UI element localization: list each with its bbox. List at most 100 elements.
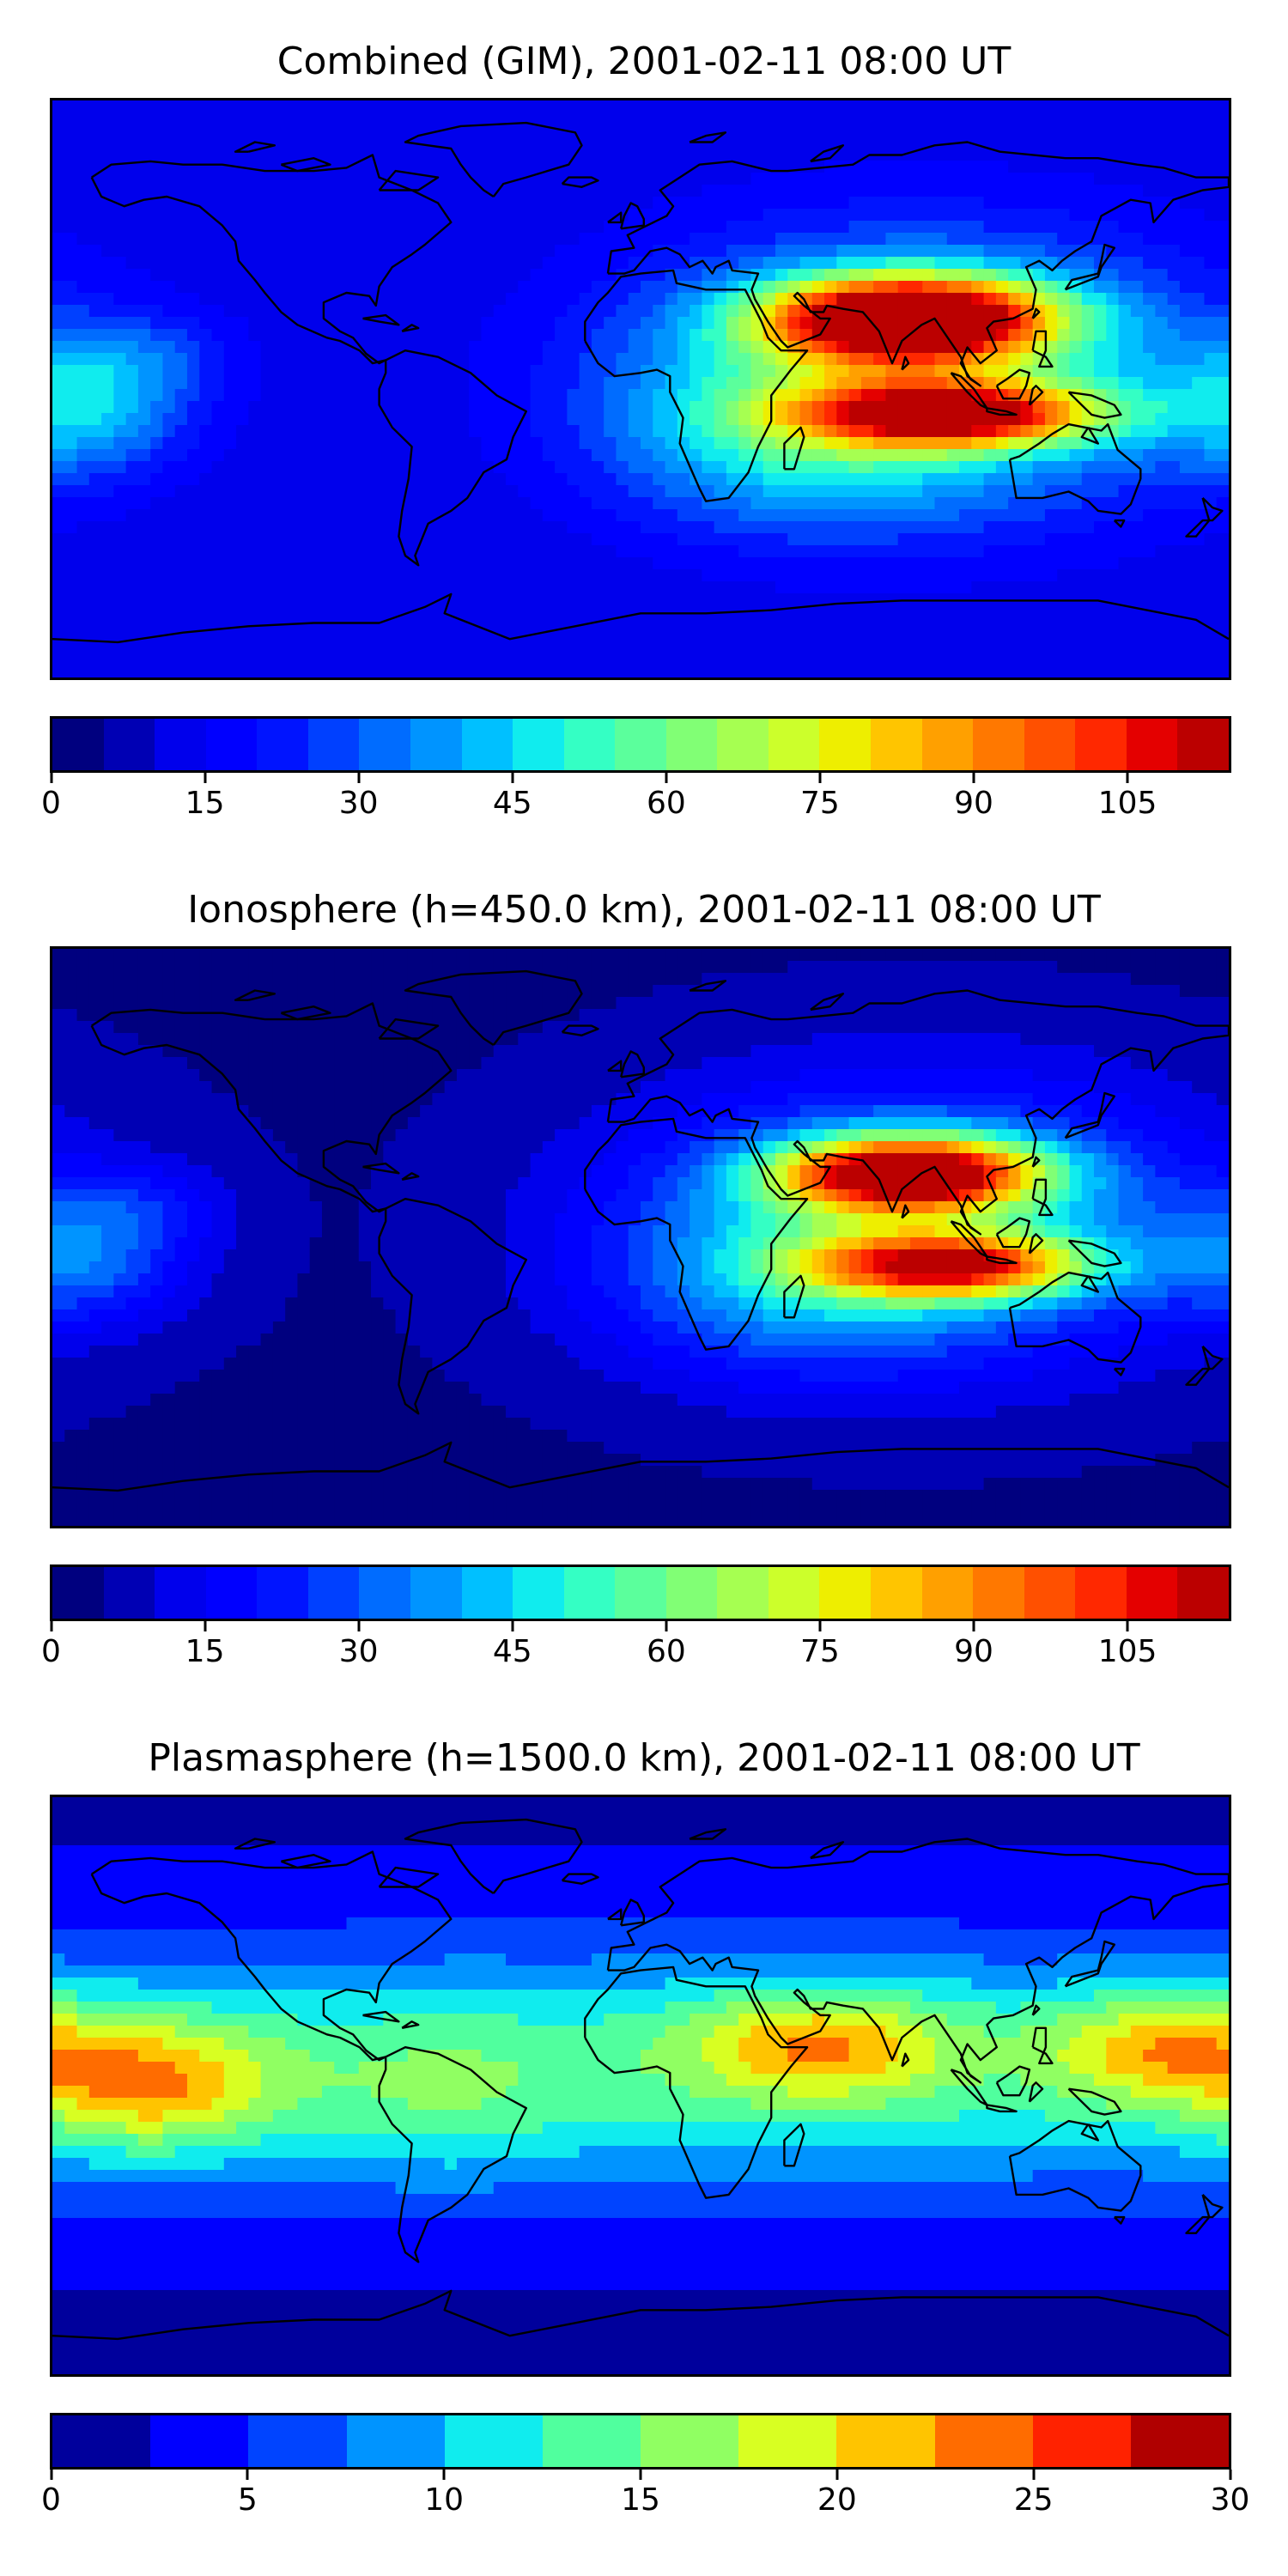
field-cell (456, 112, 470, 125)
field-cell (186, 617, 200, 630)
field-cell (186, 605, 200, 618)
field-cell (750, 389, 764, 402)
field-cell (641, 557, 653, 570)
field-cell (775, 233, 788, 246)
field-cell (248, 221, 262, 234)
field-cell (321, 100, 335, 113)
field-cell (260, 437, 274, 450)
field-cell (1069, 557, 1083, 570)
field-cell (407, 233, 421, 246)
field-cell (334, 425, 348, 438)
field-cell (1155, 401, 1169, 414)
field-cell (873, 973, 887, 986)
field-cell (420, 209, 433, 222)
field-cell (873, 365, 887, 378)
field-cell (555, 389, 568, 402)
field-cell (493, 437, 507, 450)
field-cell (432, 305, 446, 318)
field-cell (1118, 973, 1132, 986)
field-cell (628, 449, 641, 462)
field-cell (518, 961, 532, 974)
field-cell (1118, 329, 1132, 342)
field-cell (616, 473, 629, 486)
field-cell (88, 961, 102, 974)
field-cell (383, 557, 397, 570)
field-cell (787, 485, 801, 498)
field-cell (1155, 365, 1169, 378)
field-cell (824, 509, 837, 522)
field-cell (260, 329, 274, 342)
field-cell (824, 557, 837, 570)
field-cell (530, 149, 544, 161)
field-cell (1179, 197, 1193, 210)
field-cell (946, 665, 960, 677)
field-cell (567, 197, 580, 210)
field-cell (493, 173, 507, 185)
field-cell (530, 365, 544, 378)
field-cell (64, 509, 78, 522)
field-cell (641, 329, 653, 342)
field-cell (420, 569, 433, 582)
field-cell (297, 961, 311, 974)
field-cell (248, 641, 262, 654)
field-cell (653, 509, 666, 522)
field-cell (285, 112, 299, 125)
field-cell (211, 293, 225, 306)
field-cell (174, 209, 188, 222)
field-cell (738, 581, 752, 594)
field-cell (186, 233, 200, 246)
field-cell (346, 125, 360, 137)
field-cell (750, 665, 764, 677)
field-cell (395, 473, 409, 486)
field-cell (395, 437, 409, 450)
field-cell (186, 245, 200, 258)
field-cell (1118, 629, 1132, 642)
field-cell (959, 961, 972, 974)
field-cell (653, 137, 666, 149)
field-cell (334, 100, 348, 113)
field-cell (787, 329, 801, 342)
field-cell (873, 209, 887, 222)
field-cell (481, 269, 495, 282)
field-cell (971, 949, 985, 962)
field-cell (101, 221, 114, 234)
field-cell (469, 257, 483, 270)
field-cell (995, 605, 1009, 618)
field-cell (493, 329, 507, 342)
field-cell (506, 281, 519, 294)
field-cell (346, 545, 360, 558)
field-cell (1118, 653, 1132, 666)
field-cell (420, 281, 433, 294)
field-cell (113, 233, 127, 246)
field-cell (407, 521, 421, 534)
field-cell (1130, 112, 1144, 125)
field-cell (88, 653, 102, 666)
field-cell (1155, 569, 1169, 582)
field-cell (726, 593, 739, 606)
field-cell (334, 569, 348, 582)
field-cell (199, 973, 213, 986)
field-cell (1057, 137, 1071, 149)
field-cell (444, 617, 458, 630)
field-cell (248, 112, 262, 125)
field-cell (824, 425, 837, 438)
field-cell (88, 137, 102, 149)
field-cell (690, 353, 702, 366)
field-cell (1118, 149, 1132, 161)
field-cell (995, 581, 1009, 594)
field-cell (897, 185, 911, 197)
field-cell (860, 593, 874, 606)
field-cell (530, 137, 544, 149)
field-cell (738, 653, 752, 666)
field-cell (848, 221, 862, 234)
field-cell (848, 269, 862, 282)
field-cell (199, 245, 213, 258)
field-cell (223, 269, 237, 282)
field-cell (1216, 485, 1229, 498)
field-cell (1106, 197, 1120, 210)
field-cell (334, 197, 348, 210)
field-cell (750, 185, 764, 197)
field-cell (1044, 949, 1058, 962)
field-cell (653, 221, 666, 234)
field-cell (137, 125, 151, 137)
